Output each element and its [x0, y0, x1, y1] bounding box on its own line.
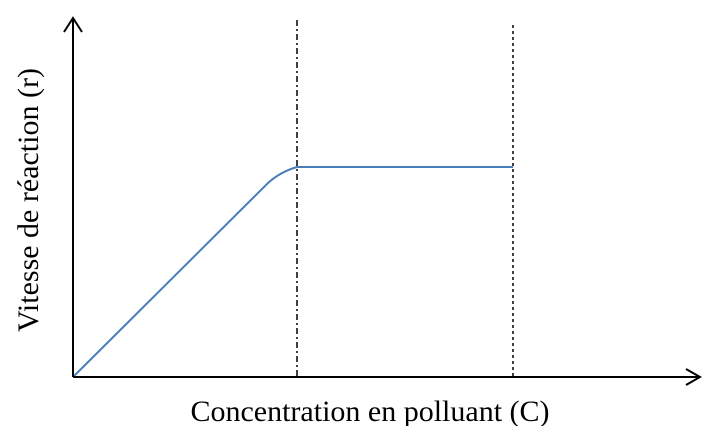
- x-axis-label: Concentration en polluant (C): [190, 395, 549, 426]
- y-axis-label: Vitesse de réaction (r): [12, 68, 45, 332]
- y-axis-arrow: [63, 16, 83, 33]
- x-axis-arrow: [685, 368, 702, 386]
- curve: [72, 166, 513, 378]
